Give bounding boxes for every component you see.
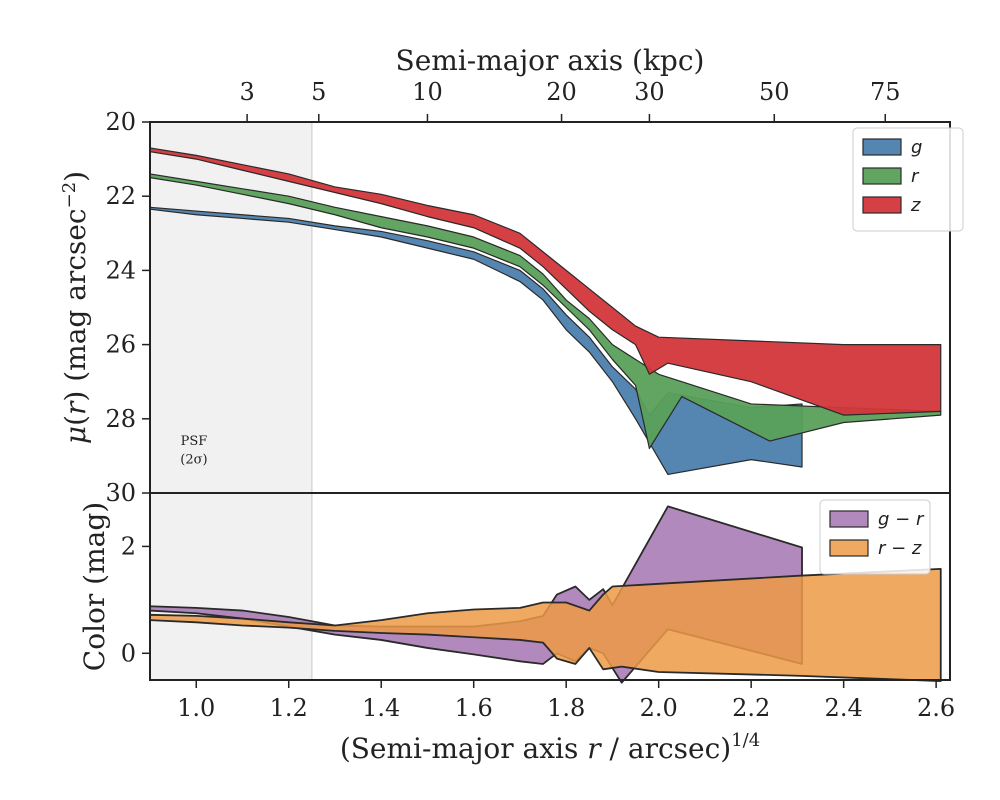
psf-region: [150, 122, 312, 493]
bottom-legend-swatch: [829, 510, 869, 528]
series-band-1: [149, 173, 942, 450]
y-tick-label: 0: [121, 639, 136, 667]
top-tick-label: 50: [759, 78, 790, 106]
x-tick-label: 2.6: [917, 694, 955, 722]
bottom-legend-swatch: [829, 539, 869, 557]
y-tick-label: 24: [105, 256, 136, 284]
bottom-legend-label: g − r: [878, 509, 925, 530]
top-tick-label: 5: [311, 78, 326, 106]
bottom-legend-label: r − z: [878, 538, 922, 559]
top-legend-swatch: [862, 167, 902, 185]
series-band-1: [149, 567, 942, 682]
top-tick-label: 75: [870, 78, 901, 106]
x-tick-label: 2.0: [640, 694, 678, 722]
bottom-x-axis-title: (Semi-major axis r / arcsec)1/4: [340, 730, 760, 765]
top-legend-swatch: [862, 138, 902, 156]
top-legend-swatch: [862, 196, 902, 214]
top-y-axis-title: μ(r) (mag arcsec−2): [59, 171, 92, 444]
psf-region: [150, 493, 312, 680]
y-tick-label: 20: [105, 108, 136, 136]
top-legend-label: r: [911, 166, 920, 187]
top-legend-label: z: [910, 195, 921, 216]
x-tick-label: 1.8: [547, 694, 585, 722]
surface-brightness-panel: 20 22 24 26 28 30 3 5 10 20 30 50 75 Semi-major axis …: [59, 44, 964, 507]
psf-label: PSF: [181, 434, 208, 449]
y-tick-label: 22: [105, 182, 136, 210]
x-tick-label: 2.4: [825, 694, 863, 722]
top-axis-title: Semi-major axis (kpc): [396, 44, 705, 77]
bottom-y-axis-title: Color (mag): [78, 502, 111, 671]
x-tick-label: 1.0: [177, 694, 215, 722]
top-tick-label: 10: [412, 78, 443, 106]
series-band-0: [149, 206, 803, 476]
bottom-panel-frame: [149, 492, 951, 681]
x-tick-label: 2.2: [732, 694, 770, 722]
y-tick-label: 26: [105, 331, 136, 359]
color-profile-panel: 0 2 1.0 1.2 1.4 1.6 1.8 2.0 2.2 2.4 2.6 (Semi-major…: [78, 492, 955, 765]
top-tick-label: 20: [546, 78, 577, 106]
y-tick-label: 2: [121, 532, 136, 560]
psf-label-sub: (2σ): [180, 452, 207, 467]
series-band-2: [149, 147, 942, 416]
x-tick-label: 1.4: [362, 694, 400, 722]
top-tick-label: 3: [239, 78, 254, 106]
x-tick-label: 1.2: [270, 694, 308, 722]
top-tick-label: 30: [634, 78, 665, 106]
top-legend-label: g: [911, 137, 922, 158]
y-tick-label: 30: [105, 479, 136, 507]
y-tick-label: 28: [105, 405, 136, 433]
x-tick-label: 1.6: [455, 694, 493, 722]
